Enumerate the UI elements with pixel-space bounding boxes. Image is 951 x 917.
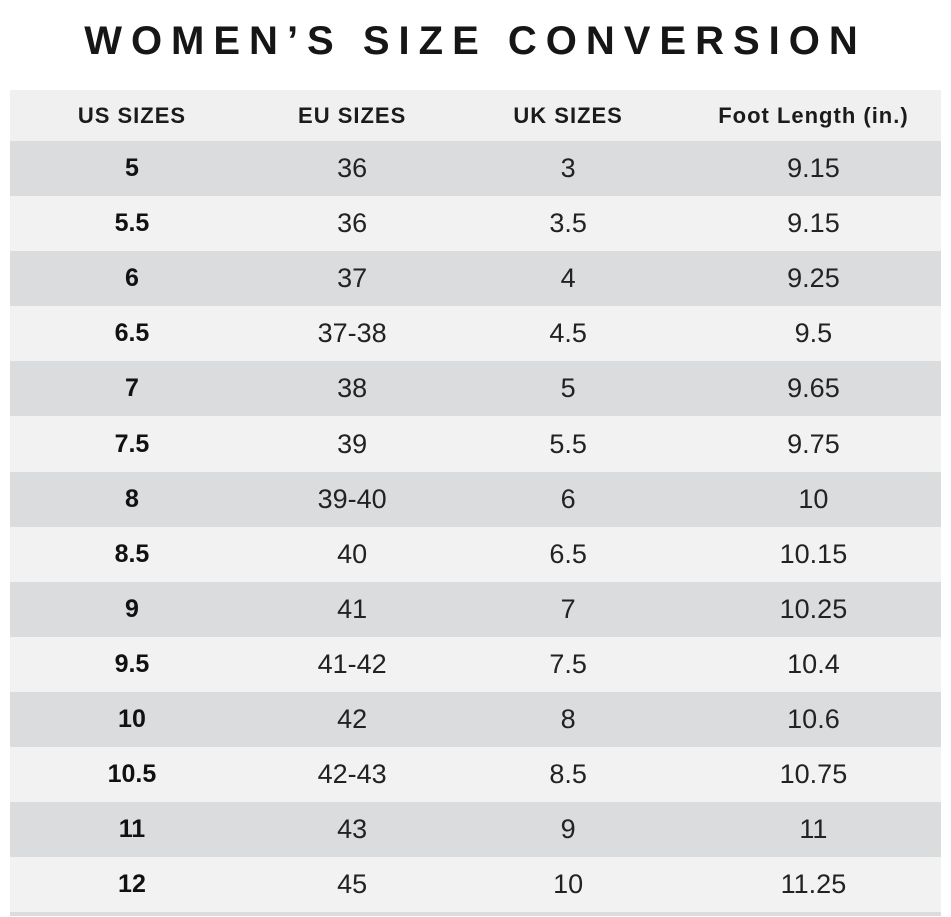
cell-foot-length: 10.4 — [787, 648, 840, 679]
cell-us-size: 5 — [125, 154, 139, 183]
cell-uk-size: 4 — [560, 263, 576, 294]
table-bottom-cropped-row — [10, 912, 941, 917]
cell-foot-length: 10.6 — [787, 703, 840, 734]
cell-eu-size: 37-38 — [317, 318, 387, 349]
cell-uk-size: 8.5 — [549, 759, 587, 790]
table-row: 5.5 36 3.5 9.15 — [10, 196, 941, 252]
cell-eu-size: 41 — [337, 593, 368, 624]
size-conversion-table: US SIZES EU SIZES UK SIZES Foot Length (… — [10, 90, 941, 917]
cell-us-size: 6 — [125, 264, 139, 293]
cell-eu-size: 43 — [337, 814, 368, 845]
cell-eu-size: 42-43 — [317, 759, 387, 790]
table-body: 5 36 3 9.15 5.5 36 3.5 9.15 6 37 4 9.25 … — [10, 141, 941, 913]
cell-us-size: 7.5 — [114, 429, 150, 458]
cell-us-size: 8.5 — [114, 539, 150, 568]
cell-eu-size: 36 — [337, 208, 368, 239]
column-header-eu-sizes: EU SIZES — [298, 102, 407, 128]
cell-us-size: 5.5 — [114, 209, 150, 238]
cell-eu-size: 40 — [337, 538, 368, 569]
cell-us-size: 9.5 — [114, 649, 150, 678]
cell-eu-size: 39-40 — [317, 483, 387, 514]
column-header-us-sizes: US SIZES — [77, 102, 187, 128]
cell-foot-length: 10.25 — [779, 593, 848, 624]
cell-foot-length: 10.75 — [779, 759, 848, 790]
table-row: 9.5 41-42 7.5 10.4 — [10, 636, 941, 692]
cell-foot-length: 9.15 — [787, 153, 840, 184]
cell-eu-size: 45 — [337, 869, 368, 900]
cell-eu-size: 41-42 — [317, 648, 387, 679]
cell-foot-length: 11.25 — [780, 869, 847, 900]
cell-uk-size: 9 — [560, 814, 576, 845]
cell-foot-length: 9.75 — [787, 428, 840, 459]
cell-foot-length: 9.15 — [787, 208, 840, 239]
table-row: 8 39-40 6 10 — [10, 471, 941, 527]
table-row: 9 41 7 10.25 — [10, 581, 941, 637]
cell-uk-size: 4.5 — [549, 318, 587, 349]
table-row: 6.5 37-38 4.5 9.5 — [10, 306, 941, 362]
cell-foot-length: 9.25 — [787, 263, 840, 294]
cell-us-size: 8 — [125, 484, 139, 513]
cell-us-size: 10.5 — [107, 760, 157, 789]
cell-us-size: 6.5 — [114, 319, 150, 348]
cell-uk-size: 8 — [560, 703, 576, 734]
cell-eu-size: 42 — [337, 703, 368, 734]
column-header-uk-sizes: UK SIZES — [513, 102, 623, 128]
cell-uk-size: 3 — [560, 153, 576, 184]
table-row: 10 42 8 10.6 — [10, 691, 941, 748]
table-row: 11 43 9 11 — [10, 802, 941, 858]
cell-eu-size: 36 — [337, 153, 368, 184]
table-row: 7 38 5 9.65 — [10, 361, 941, 417]
cell-us-size: 10 — [118, 704, 146, 733]
page-title: WOMEN’S SIZE CONVERSION — [84, 18, 867, 63]
table-row: 5 36 3 9.15 — [10, 141, 941, 197]
table-row: 7.5 39 5.5 9.75 — [10, 416, 941, 472]
cell-uk-size: 5.5 — [549, 428, 587, 459]
table-row: 10.5 42-43 8.5 10.75 — [10, 747, 941, 803]
cell-us-size: 12 — [118, 870, 146, 899]
cell-uk-size: 10 — [553, 869, 584, 900]
cell-eu-size: 37 — [337, 263, 368, 294]
cell-uk-size: 6.5 — [549, 538, 587, 569]
table-row: 8.5 40 6.5 10.15 — [10, 526, 941, 582]
cell-foot-length: 9.5 — [794, 318, 833, 349]
cell-eu-size: 38 — [337, 373, 368, 404]
cell-us-size: 11 — [118, 815, 146, 844]
cell-foot-length: 9.65 — [787, 373, 840, 404]
column-header-foot-length: Foot Length (in.) — [718, 102, 909, 128]
cell-foot-length: 11 — [799, 814, 828, 845]
cell-foot-length: 10.15 — [779, 538, 848, 569]
table-row: 6 37 4 9.25 — [10, 251, 941, 307]
cell-foot-length: 10 — [798, 483, 829, 514]
table-row: 12 45 10 11.25 — [10, 857, 941, 913]
cell-us-size: 9 — [125, 594, 139, 623]
cell-uk-size: 7 — [560, 593, 576, 624]
cell-us-size: 7 — [125, 374, 139, 403]
cell-uk-size: 5 — [560, 373, 576, 404]
cell-uk-size: 7.5 — [549, 648, 587, 679]
cell-uk-size: 3.5 — [549, 208, 587, 239]
cell-eu-size: 39 — [337, 428, 368, 459]
cell-uk-size: 6 — [560, 483, 576, 514]
table-header-row: US SIZES EU SIZES UK SIZES Foot Length (… — [10, 90, 941, 141]
